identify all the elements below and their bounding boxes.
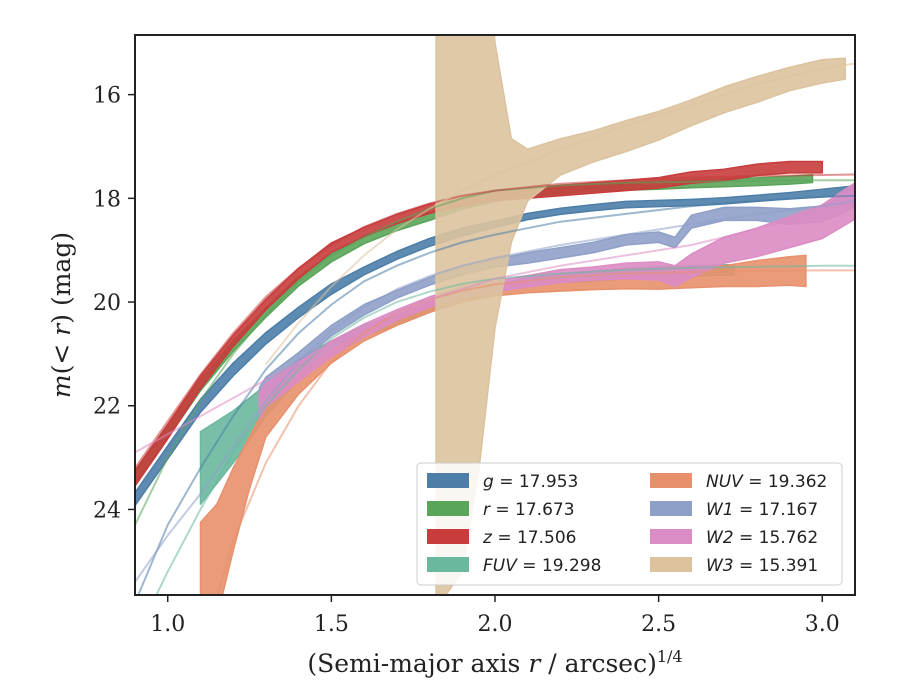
x-tick-label: 2.5	[641, 612, 676, 637]
legend-swatch	[650, 557, 692, 572]
model-curve-g	[137, 194, 855, 595]
legend-box	[416, 462, 843, 586]
x-tick-label: 1.0	[150, 612, 185, 637]
legend-entry: NUV = 19.362	[706, 472, 827, 492]
legend-swatch	[427, 501, 469, 516]
legend-entry: W3 = 15.391	[706, 556, 818, 576]
data-bands	[135, 35, 855, 595]
y-tick-label: 24	[93, 498, 121, 523]
legend-swatch	[427, 473, 469, 488]
y-tick-label: 22	[93, 395, 121, 420]
model-curve-z	[135, 173, 855, 469]
model-curve-r	[135, 179, 855, 526]
legend-swatch	[650, 473, 692, 488]
x-tick-label: 2.0	[478, 612, 513, 637]
y-axis: 16 18 20 22 24	[93, 84, 135, 523]
y-axis-label: m(< r) (mag)	[47, 232, 76, 398]
x-axis: 1.0 1.5 2.0 2.5 3.0	[150, 595, 840, 637]
model-curve-w1	[135, 199, 855, 583]
legend-entry: r = 17.673	[483, 500, 575, 520]
x-axis-label: (Semi-major axis r / arcsec)1/4	[307, 647, 682, 678]
model-curve-w3	[265, 62, 855, 365]
legend-entry: z = 17.506	[482, 528, 576, 548]
model-curve-fuv	[155, 264, 855, 595]
legend-entry: W1 = 17.167	[706, 500, 818, 520]
x-tick-label: 3.0	[805, 612, 840, 637]
y-tick-label: 20	[93, 291, 121, 316]
legend-swatch	[427, 529, 469, 544]
legend-entry: W2 = 15.762	[706, 528, 818, 548]
legend: g = 17.953 r = 17.673 z = 17.506 FUV = 19.2…	[416, 462, 843, 586]
legend-swatch	[427, 557, 469, 572]
legend-swatch	[650, 529, 692, 544]
model-curves	[135, 62, 855, 595]
data-band-w3	[435, 35, 846, 595]
y-tick-label: 18	[93, 187, 121, 212]
model-curve-w2	[135, 202, 855, 454]
legend-entry: FUV = 19.298	[483, 556, 601, 576]
legend-swatch	[650, 501, 692, 516]
legend-entry: g = 17.953	[483, 472, 578, 492]
data-band-g	[135, 185, 855, 507]
y-tick-label: 16	[93, 84, 121, 109]
x-tick-label: 1.5	[314, 612, 349, 637]
